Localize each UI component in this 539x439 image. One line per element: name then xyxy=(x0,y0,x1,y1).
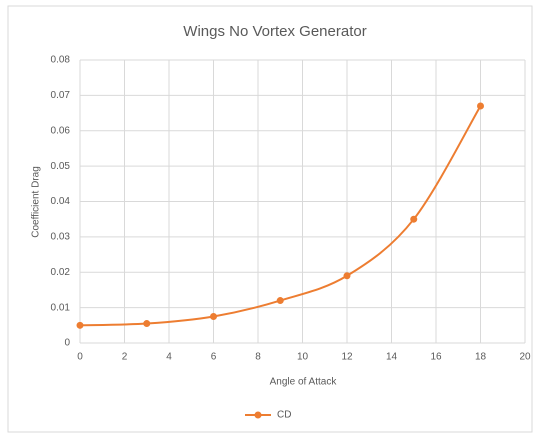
legend-marker xyxy=(254,411,262,419)
data-point xyxy=(210,312,217,320)
y-axis-label: Coefficient Drag xyxy=(31,166,42,238)
y-tick-label: 0.02 xyxy=(51,267,71,278)
y-tick-label: 0.03 xyxy=(51,232,71,243)
x-tick-label: 10 xyxy=(297,352,309,363)
data-point xyxy=(276,297,284,305)
y-tick-label: 0.01 xyxy=(51,302,71,313)
x-tick-label: 0 xyxy=(77,352,83,363)
chart-border xyxy=(7,5,533,433)
x-tick-label: 14 xyxy=(386,352,398,363)
y-tick-label: 0.08 xyxy=(51,55,71,66)
x-tick-label: 18 xyxy=(475,352,487,363)
x-tick-label: 2 xyxy=(122,352,128,363)
chart-title: Wings No Vortex Generator xyxy=(183,23,366,40)
y-tick-label: 0.07 xyxy=(51,90,71,101)
y-tick-label: 0.04 xyxy=(51,196,71,207)
legend-label: CD xyxy=(277,410,291,421)
x-tick-label: 12 xyxy=(341,352,353,363)
data-point xyxy=(410,215,418,223)
y-tick-label: 0.06 xyxy=(51,125,71,136)
x-axis-label: Angle of Attack xyxy=(270,377,338,388)
data-point xyxy=(143,320,151,328)
y-tick-label: 0 xyxy=(64,338,70,349)
x-tick-label: 6 xyxy=(211,352,217,363)
data-point xyxy=(343,272,351,280)
x-tick-label: 16 xyxy=(430,352,442,363)
data-point xyxy=(477,102,484,110)
data-point xyxy=(76,321,84,329)
x-tick-label: 8 xyxy=(255,352,261,363)
x-tick-label: 20 xyxy=(519,352,531,363)
y-tick-label: 0.05 xyxy=(51,161,71,172)
x-tick-label: 4 xyxy=(166,352,172,363)
